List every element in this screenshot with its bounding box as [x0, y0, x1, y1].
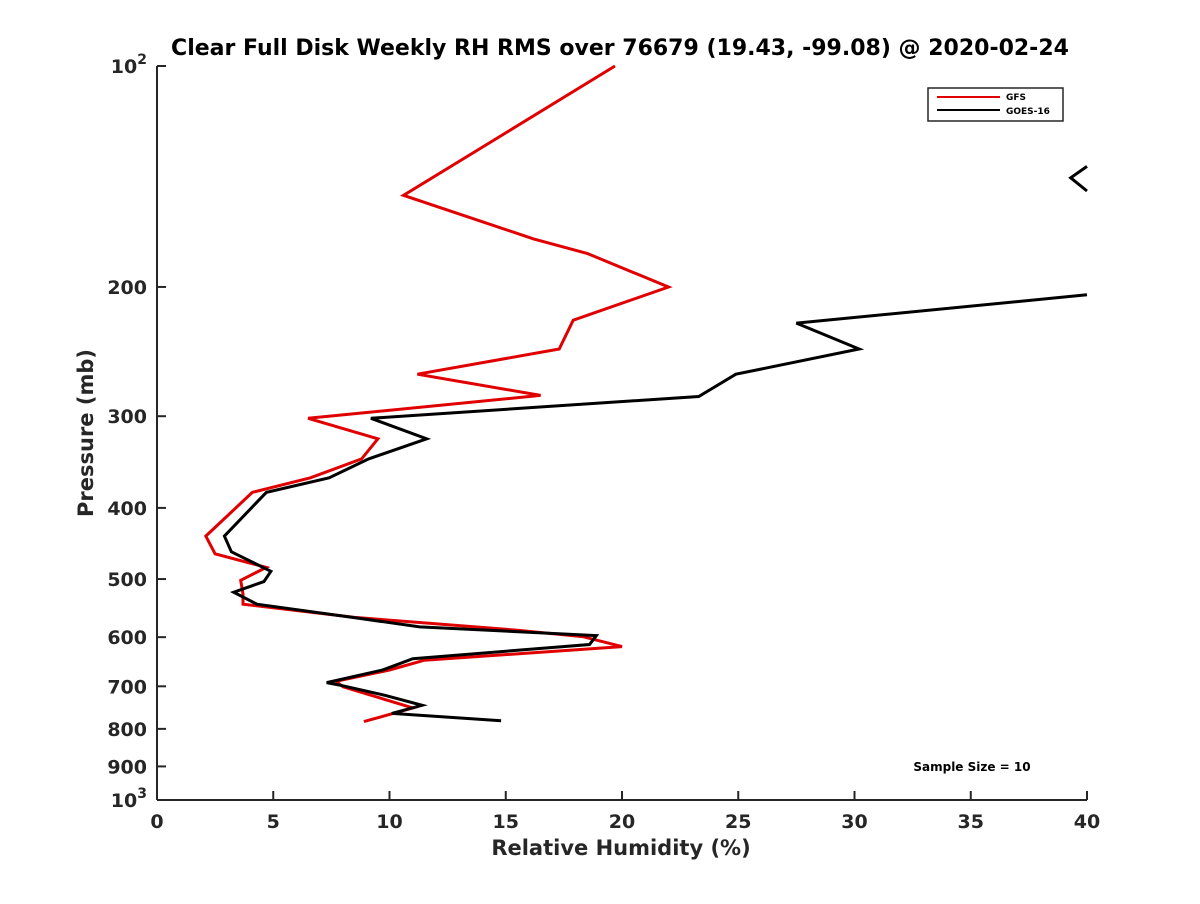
y-tick-label: 400: [107, 498, 147, 520]
x-tick-label: 30: [841, 811, 867, 833]
y-tick-label: 200: [107, 277, 147, 299]
y-axis-label: Pressure (mb): [74, 349, 98, 517]
plot-lines: [203, 64, 1088, 724]
legend-label-gfs: GFS: [1006, 93, 1026, 103]
sample-size-annotation: Sample Size = 10: [913, 760, 1030, 774]
legend-label-goes16: GOES-16: [1006, 107, 1050, 117]
y-tick-label: 900: [107, 756, 147, 778]
x-tick-label: 35: [958, 811, 984, 833]
y-tick-label: 300: [107, 406, 147, 428]
chart-title: Clear Full Disk Weekly RH RMS over 76679…: [171, 36, 1069, 61]
series-line-extra-2: [1068, 165, 1088, 193]
x-axis-label: Relative Humidity (%): [491, 836, 750, 860]
x-tick-label: 40: [1074, 811, 1100, 833]
x-tick-label: 25: [725, 811, 751, 833]
y-tick-label: 800: [107, 719, 147, 741]
x-tick-label: 0: [150, 811, 163, 833]
y-tick-label: 500: [107, 569, 147, 591]
x-tick-label: 15: [493, 811, 519, 833]
x-tick-label: 20: [609, 811, 635, 833]
y-tick-label: 103: [111, 786, 147, 812]
y-axis-ticks: 102 200 300 400 500 600 700 800 900 103: [107, 52, 166, 812]
series-line-goes16: [222, 293, 1088, 723]
y-tick-label: 102: [111, 52, 147, 78]
y-tick-label: 600: [107, 627, 147, 649]
x-tick-label: 5: [267, 811, 280, 833]
legend: GFS GOES-16: [927, 87, 1064, 122]
x-axis-ticks: 0 5 10 15 20 25 30 35 40: [150, 791, 1100, 833]
series-line-gfs: [203, 64, 673, 724]
y-tick-label: 700: [107, 676, 147, 698]
legend-box: [927, 87, 1064, 122]
x-tick-label: 10: [376, 811, 402, 833]
